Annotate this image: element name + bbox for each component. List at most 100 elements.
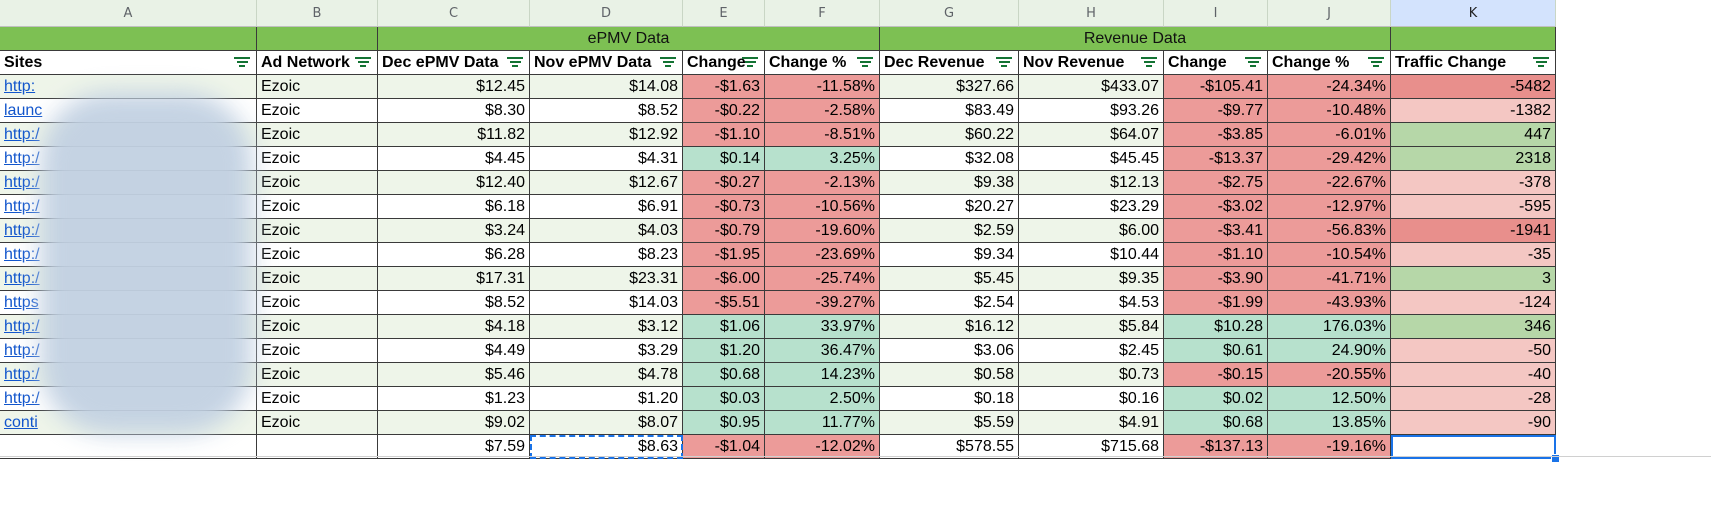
cell-epmv-change[interactable]: -$0.27 bbox=[683, 171, 765, 195]
cell-ad-network[interactable]: Ezoic bbox=[257, 219, 378, 243]
cell-revenue-change[interactable]: $0.61 bbox=[1164, 339, 1268, 363]
cell-epmv-change-pct[interactable]: 3.25% bbox=[765, 147, 880, 171]
cell-traffic-change[interactable]: 346 bbox=[1391, 315, 1556, 339]
site-link[interactable]: http:/ bbox=[4, 125, 40, 143]
cell-dec-epmv[interactable]: $8.52 bbox=[378, 291, 530, 315]
cell-dec-revenue[interactable]: $20.27 bbox=[880, 195, 1019, 219]
totals-epmv-change-pct[interactable]: -12.02% bbox=[765, 435, 880, 459]
header-revenue-change[interactable]: Change bbox=[1164, 51, 1268, 75]
cell-epmv-change[interactable]: $1.06 bbox=[683, 315, 765, 339]
cell-revenue-change-pct[interactable]: -24.34% bbox=[1268, 75, 1391, 99]
revenue-group-header[interactable]: Revenue Data bbox=[880, 27, 1391, 51]
cell-traffic-change[interactable]: -378 bbox=[1391, 171, 1556, 195]
site-link[interactable]: http:/ bbox=[4, 317, 40, 335]
cell-dec-revenue[interactable]: $2.54 bbox=[880, 291, 1019, 315]
cell-dec-epmv[interactable]: $4.45 bbox=[378, 147, 530, 171]
column-header-d[interactable]: D bbox=[530, 0, 683, 27]
site-link[interactable]: http: bbox=[4, 77, 36, 95]
cell-ad-network[interactable]: Ezoic bbox=[257, 387, 378, 411]
totals-dec-epmv[interactable]: $7.59 bbox=[378, 435, 530, 459]
cell-ad-network[interactable]: Ezoic bbox=[257, 123, 378, 147]
cell-nov-epmv[interactable]: $8.23 bbox=[530, 243, 683, 267]
cell-ad-network[interactable]: Ezoic bbox=[257, 195, 378, 219]
cell-epmv-change[interactable]: -$0.73 bbox=[683, 195, 765, 219]
cell-revenue-change[interactable]: $0.02 bbox=[1164, 387, 1268, 411]
site-link[interactable]: http:/ bbox=[4, 197, 40, 215]
cell-dec-epmv[interactable]: $4.18 bbox=[378, 315, 530, 339]
cell-epmv-change[interactable]: -$0.22 bbox=[683, 99, 765, 123]
cell-nov-epmv[interactable]: $6.91 bbox=[530, 195, 683, 219]
column-header-a[interactable]: A bbox=[0, 0, 257, 27]
header-nov-revenue[interactable]: Nov Revenue bbox=[1019, 51, 1164, 75]
cell-nov-epmv[interactable]: $12.67 bbox=[530, 171, 683, 195]
column-header-b[interactable]: B bbox=[257, 0, 378, 27]
site-link[interactable]: launc bbox=[4, 101, 43, 119]
cell-revenue-change[interactable]: -$1.99 bbox=[1164, 291, 1268, 315]
cell-traffic-change[interactable]: -35 bbox=[1391, 243, 1556, 267]
site-link[interactable]: http:/ bbox=[4, 269, 40, 287]
cell-dec-revenue[interactable]: $9.34 bbox=[880, 243, 1019, 267]
site-link[interactable]: conti bbox=[4, 413, 38, 431]
cell-ad-network[interactable]: Ezoic bbox=[257, 267, 378, 291]
header-ad-network[interactable]: Ad Network bbox=[257, 51, 378, 75]
cell-dec-revenue[interactable]: $32.08 bbox=[880, 147, 1019, 171]
cell-dec-revenue[interactable]: $5.45 bbox=[880, 267, 1019, 291]
cell-nov-epmv[interactable]: $3.12 bbox=[530, 315, 683, 339]
filter-icon[interactable] bbox=[996, 56, 1012, 69]
cell-epmv-change[interactable]: $0.14 bbox=[683, 147, 765, 171]
cell-nov-revenue[interactable]: $4.91 bbox=[1019, 411, 1164, 435]
column-header-e[interactable]: E bbox=[683, 0, 765, 27]
cell-nov-epmv[interactable]: $23.31 bbox=[530, 267, 683, 291]
cell-traffic-change[interactable]: -90 bbox=[1391, 411, 1556, 435]
cell-nov-revenue[interactable]: $6.00 bbox=[1019, 219, 1164, 243]
cell-traffic-change[interactable]: -5482 bbox=[1391, 75, 1556, 99]
cell-epmv-change-pct[interactable]: -2.13% bbox=[765, 171, 880, 195]
cell-dec-epmv[interactable]: $12.40 bbox=[378, 171, 530, 195]
cell-epmv-change[interactable]: $0.68 bbox=[683, 363, 765, 387]
header-epmv-change-pct[interactable]: Change % bbox=[765, 51, 880, 75]
cell-ad-network[interactable]: Ezoic bbox=[257, 315, 378, 339]
cell-ad-network[interactable]: Ezoic bbox=[257, 339, 378, 363]
cell-revenue-change[interactable]: $0.68 bbox=[1164, 411, 1268, 435]
group-cell-b[interactable] bbox=[257, 27, 378, 51]
cell-ad-network[interactable]: Ezoic bbox=[257, 147, 378, 171]
cell-nov-revenue[interactable]: $12.13 bbox=[1019, 171, 1164, 195]
cell-nov-revenue[interactable]: $9.35 bbox=[1019, 267, 1164, 291]
filter-icon[interactable] bbox=[1368, 56, 1384, 69]
filter-icon[interactable] bbox=[742, 56, 758, 69]
cell-revenue-change[interactable]: -$0.15 bbox=[1164, 363, 1268, 387]
header-sites[interactable]: Sites bbox=[0, 51, 257, 75]
fill-handle[interactable] bbox=[1551, 454, 1560, 463]
site-link[interactable]: http:/ bbox=[4, 245, 40, 263]
cell-revenue-change[interactable]: -$105.41 bbox=[1164, 75, 1268, 99]
filter-icon[interactable] bbox=[1533, 56, 1549, 69]
cell-dec-revenue[interactable]: $327.66 bbox=[880, 75, 1019, 99]
cell-traffic-change[interactable]: 447 bbox=[1391, 123, 1556, 147]
cell-nov-revenue[interactable]: $0.73 bbox=[1019, 363, 1164, 387]
cell-dec-epmv[interactable]: $6.18 bbox=[378, 195, 530, 219]
cell-revenue-change[interactable]: -$3.02 bbox=[1164, 195, 1268, 219]
totals-revenue-change-pct[interactable]: -19.16% bbox=[1268, 435, 1391, 459]
cell-epmv-change-pct[interactable]: 36.47% bbox=[765, 339, 880, 363]
cell-epmv-change[interactable]: -$5.51 bbox=[683, 291, 765, 315]
cell-nov-revenue[interactable]: $45.45 bbox=[1019, 147, 1164, 171]
column-header-i[interactable]: I bbox=[1164, 0, 1268, 27]
site-link[interactable]: http:/ bbox=[4, 221, 40, 239]
cell-dec-revenue[interactable]: $83.49 bbox=[880, 99, 1019, 123]
cell-epmv-change-pct[interactable]: -19.60% bbox=[765, 219, 880, 243]
cell-epmv-change[interactable]: -$0.79 bbox=[683, 219, 765, 243]
site-link[interactable]: http:/ bbox=[4, 173, 40, 191]
cell-nov-epmv[interactable]: $4.78 bbox=[530, 363, 683, 387]
cell-epmv-change-pct[interactable]: -25.74% bbox=[765, 267, 880, 291]
cell-epmv-change-pct[interactable]: -39.27% bbox=[765, 291, 880, 315]
cell-dec-revenue[interactable]: $2.59 bbox=[880, 219, 1019, 243]
totals-traffic-change[interactable] bbox=[1391, 435, 1556, 459]
column-header-c[interactable]: C bbox=[378, 0, 530, 27]
cell-dec-revenue[interactable]: $16.12 bbox=[880, 315, 1019, 339]
cell-traffic-change[interactable]: 3 bbox=[1391, 267, 1556, 291]
filter-icon[interactable] bbox=[234, 56, 250, 69]
cell-nov-revenue[interactable]: $4.53 bbox=[1019, 291, 1164, 315]
cell-dec-epmv[interactable]: $6.28 bbox=[378, 243, 530, 267]
cell-ad-network[interactable]: Ezoic bbox=[257, 411, 378, 435]
cell-nov-revenue[interactable]: $93.26 bbox=[1019, 99, 1164, 123]
